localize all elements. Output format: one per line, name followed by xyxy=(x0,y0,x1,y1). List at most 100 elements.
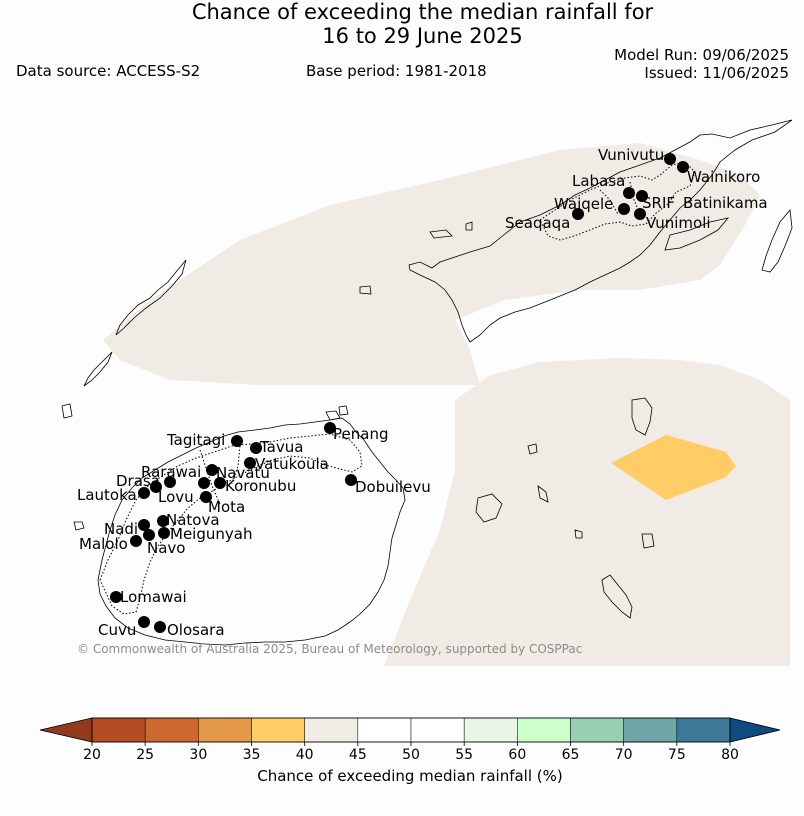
colorbar-tick-label-50: 50 xyxy=(402,747,420,763)
base-period-label: Base period: 1981-2018 xyxy=(306,62,487,80)
station-label-cuvu: Cuvu xyxy=(98,621,136,639)
station-label-batinikama: Batinikama xyxy=(683,194,768,212)
station-label-natova: Natova xyxy=(166,511,220,529)
station-marker-waiqele[interactable] xyxy=(618,203,630,215)
data-source-label: Data source: ACCESS-S2 xyxy=(16,62,201,80)
station-label-tavua: Tavua xyxy=(259,438,303,456)
copyright-notice: © Commonwealth of Australia 2025, Bureau… xyxy=(77,642,582,656)
station-marker-meigunyah[interactable] xyxy=(158,527,170,539)
colorbar-segment-45-50 xyxy=(357,717,412,743)
station-marker-vunivutu[interactable] xyxy=(664,153,676,165)
station-marker-srif[interactable] xyxy=(636,190,648,202)
station-label-vatukoula: Vatukoula xyxy=(255,455,329,473)
station-marker-vunimoli[interactable] xyxy=(634,208,646,220)
station-marker-malolo[interactable] xyxy=(130,535,142,547)
beqa-coast xyxy=(475,493,503,523)
ovalau-coast xyxy=(631,397,653,436)
station-marker-seaqaqa[interactable] xyxy=(572,208,584,220)
colorbar-segment-55-60 xyxy=(463,717,518,743)
colorbar-segment-35-40 xyxy=(251,717,305,743)
kadavu-coast xyxy=(601,574,633,619)
station-marker-mota[interactable] xyxy=(200,491,212,503)
station-marker-cuvu[interactable] xyxy=(138,616,150,628)
station-label-drasa: Drasa xyxy=(116,472,160,490)
station-marker-navatu[interactable] xyxy=(206,464,218,476)
station-label-vunimoli: Vunimoli xyxy=(646,214,711,232)
station-label-navo: Navo xyxy=(147,539,185,557)
station-marker-tavua[interactable] xyxy=(250,442,262,454)
viti-levu-coast xyxy=(97,417,406,646)
station-label-lomawai: Lomawai xyxy=(120,588,187,606)
station-marker-labasa[interactable] xyxy=(623,187,635,199)
colorbar-segments xyxy=(91,717,731,743)
station-label-srif: SRIF xyxy=(642,194,675,212)
station-markers xyxy=(110,153,689,633)
colorbar-tick-label-65: 65 xyxy=(562,747,580,763)
colorbar-segment-65-70 xyxy=(570,717,624,743)
vanua-levu-coast xyxy=(408,119,793,343)
colorbar-segment-75-80 xyxy=(676,717,731,743)
run-info: Model Run: 09/06/2025 Issued: 11/06/2025 xyxy=(614,46,789,82)
colorbar-segment-20-25 xyxy=(91,717,146,743)
colorbar-tick-label-80: 80 xyxy=(721,747,739,763)
colorbar-ticks: 20 25 30 35 40 45 50 55 60 65 70 75 80 xyxy=(83,742,739,763)
station-label-lovu: Lovu xyxy=(158,488,194,506)
station-marker-nadi[interactable] xyxy=(138,519,150,531)
station-label-malolo: Malolo xyxy=(79,535,128,553)
map-title-line2: 16 to 29 June 2025 xyxy=(322,24,523,48)
station-label-meigunyah: Meigunyah xyxy=(170,525,252,543)
taveuni-coast xyxy=(761,209,793,273)
station-label-nadi: Nadi xyxy=(104,520,138,538)
colorbar-tick-label-75: 75 xyxy=(668,747,686,763)
station-marker-natova[interactable] xyxy=(157,515,169,527)
station-label-rarawai: Rarawai xyxy=(141,463,201,481)
model-run-label: Model Run: 09/06/2025 xyxy=(614,46,789,64)
colorbar-under-arrow xyxy=(39,717,93,743)
station-label-koronubu: Koronubu xyxy=(225,477,296,495)
colorbar-tick-label-40: 40 xyxy=(296,747,314,763)
issued-label: Issued: 11/06/2025 xyxy=(644,64,789,82)
station-marker-navo[interactable] xyxy=(143,529,155,541)
station-label-waiqele: Waiqele xyxy=(554,195,613,213)
near-median-region-north xyxy=(103,143,760,385)
station-marker-lomawai[interactable] xyxy=(110,591,122,603)
station-marker-koronubu-2[interactable] xyxy=(214,477,226,489)
station-marker-olosara[interactable] xyxy=(154,621,166,633)
station-label-mota: Mota xyxy=(208,498,245,516)
station-marker-dobuilevu[interactable] xyxy=(345,474,357,486)
colorbar-tick-label-30: 30 xyxy=(189,747,207,763)
colorbar-tick-label-45: 45 xyxy=(349,747,367,763)
station-marker-penang[interactable] xyxy=(324,422,336,434)
colorbar-tick-label-70: 70 xyxy=(615,747,633,763)
station-labels: Vunivutu Wainikoro Labasa Waiqele SRIF B… xyxy=(77,146,768,639)
small-islands xyxy=(61,221,655,549)
yasawa-chain xyxy=(83,259,187,387)
colorbar-tick-label-20: 20 xyxy=(83,747,101,763)
station-label-olosara: Olosara xyxy=(167,621,225,639)
station-label-lautoka: Lautoka xyxy=(77,486,137,504)
colorbar-tick-label-60: 60 xyxy=(508,747,526,763)
station-label-dobuilevu: Dobuilevu xyxy=(355,478,431,496)
colorbar-segment-30-35 xyxy=(198,717,252,743)
near-median-region-south xyxy=(384,358,790,666)
station-marker-lautoka[interactable] xyxy=(138,487,150,499)
colorbar-tick-label-35: 35 xyxy=(243,747,261,763)
station-marker-rarawai[interactable] xyxy=(164,476,176,488)
station-marker-vatukoula[interactable] xyxy=(244,457,256,469)
below-median-region xyxy=(611,435,736,500)
station-marker-drasa[interactable] xyxy=(150,481,162,493)
station-marker-koronubu[interactable] xyxy=(198,477,210,489)
station-label-vunivutu: Vunivutu xyxy=(598,146,664,164)
shading-layer xyxy=(103,143,790,666)
station-label-penang: Penang xyxy=(333,425,388,443)
coastlines xyxy=(61,119,793,646)
station-marker-wainikoro[interactable] xyxy=(677,161,689,173)
colorbar-segment-70-75 xyxy=(623,717,678,743)
colorbar-title: Chance of exceeding median rainfall (%) xyxy=(257,767,562,785)
colorbar-segment-25-30 xyxy=(144,717,199,743)
station-label-navatu: Navatu xyxy=(216,464,270,482)
station-marker-tagitagi[interactable] xyxy=(231,435,243,447)
station-label-tagitagi: Tagitagi xyxy=(166,431,225,449)
colorbar-segment-50-55 xyxy=(410,717,465,743)
